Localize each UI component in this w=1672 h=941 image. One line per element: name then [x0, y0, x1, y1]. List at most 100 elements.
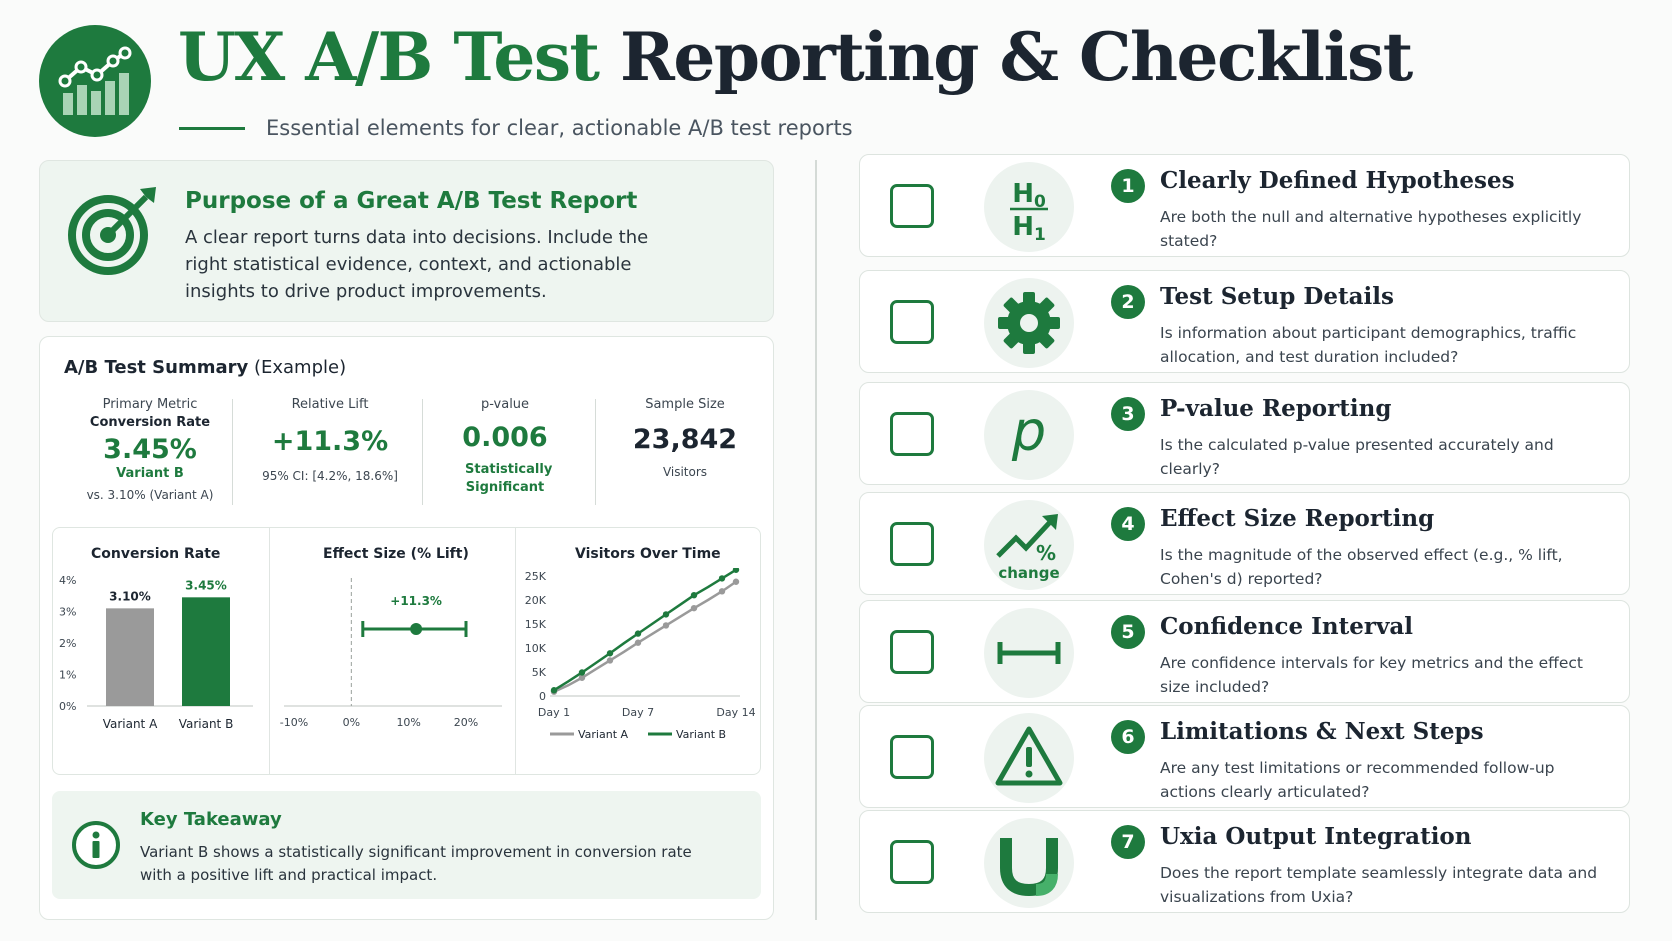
y-tick-label: 3% [59, 606, 76, 619]
y-tick-label: 10K [525, 642, 547, 655]
y-tick-label: 1% [59, 669, 76, 682]
checklist-item-setup: 2 Test Setup Details Is information abou… [859, 270, 1630, 373]
metric-value: 3.45% [103, 434, 197, 465]
purpose-card: Purpose of a Great A/B Test Report A cle… [39, 160, 774, 322]
trend-up-icon: % change [984, 500, 1074, 590]
visitors-over-time-chart: 0 5K 10K 15K 20K 25K Day 1 Day 7 Day 14 Variant A… [525, 568, 756, 741]
bar-data-label: 3.45% [185, 578, 227, 592]
hypothesis-icon: H0 H1 [984, 162, 1074, 252]
metric-pvalue: p-value 0.006 Statistically Significant [430, 397, 580, 497]
checkbox[interactable] [890, 840, 934, 884]
conversion-rate-chart: 0% 1% 2% 3% 4% 3.10% Variant A 3.45% Variant B [59, 574, 253, 731]
metric-note: 95% CI: [4.2%, 18.6%] [262, 469, 398, 483]
legend-label: Variant B [676, 728, 726, 741]
checklist-item-effect-size: % change 4 Effect Size Reporting Is the … [859, 492, 1630, 595]
checklist-item-limitations: 6 Limitations & Next Steps Are any test … [859, 705, 1630, 808]
takeaway-text: Variant B shows a statistically signific… [140, 843, 692, 884]
page-title: UX A/B Test Reporting & Checklist [178, 18, 1413, 96]
step-number: 6 [1111, 720, 1145, 754]
x-tick-label: 20% [454, 716, 478, 729]
metric-note: vs. 3.10% (Variant A) [86, 488, 214, 502]
item-description: Does the report template seamlessly inte… [1160, 864, 1598, 906]
bar [106, 608, 154, 706]
page-title-green: UX A/B Test [178, 18, 600, 96]
checkbox[interactable] [890, 630, 934, 674]
series-point [634, 630, 642, 637]
x-tick-label: Day 7 [622, 706, 654, 719]
key-takeaway-box: Key Takeaway Variant B shows a statistic… [52, 791, 761, 899]
step-number: 7 [1111, 825, 1145, 859]
page-title-dark: Reporting & Checklist [619, 18, 1413, 96]
charts-panel: Conversion Rate 0% 1% 2% 3% 4% 3.10% Variant A… [52, 527, 761, 775]
chart-divider [515, 528, 516, 774]
series-point [606, 657, 614, 664]
warning-icon [984, 713, 1074, 803]
takeaway-title: Key Takeaway [140, 809, 282, 830]
chart-title-visitors: Visitors Over Time [575, 546, 721, 562]
series-point [732, 578, 740, 585]
y-tick-label: 15K [525, 618, 547, 631]
x-tick-label: Day 1 [538, 706, 570, 719]
item-description: Are both the null and alternative hypoth… [1160, 208, 1582, 250]
checkbox[interactable] [890, 735, 934, 779]
effect-data-label: +11.3% [390, 594, 442, 608]
x-tick-label: 10% [396, 716, 420, 729]
step-number: 4 [1111, 507, 1145, 541]
item-description: Are confidence intervals for key metrics… [1160, 654, 1583, 696]
effect-point [410, 623, 423, 635]
interval-icon [984, 608, 1074, 698]
item-title: Limitations & Next Steps [1160, 718, 1484, 745]
step-number: 5 [1111, 615, 1145, 649]
gear-icon [984, 278, 1074, 368]
metric-divider [422, 399, 423, 505]
step-number: 1 [1111, 169, 1145, 203]
header-logo [39, 25, 151, 137]
x-tick-label: Variant A [103, 717, 158, 731]
checklist-item-confidence-interval: 5 Confidence Interval Are confidence int… [859, 600, 1630, 703]
metric-lift: Relative Lift +11.3% 95% CI: [4.2%, 18.6… [245, 397, 415, 483]
series-point [662, 611, 670, 618]
series-point [690, 604, 698, 612]
chart-title-conversion: Conversion Rate [91, 546, 221, 562]
trend-icon-label: change [998, 564, 1059, 582]
info-icon [72, 821, 120, 869]
step-number: 3 [1111, 397, 1145, 431]
checklist-item-hypotheses: H0 H1 1 Clearly Defined Hypotheses Are b… [859, 154, 1630, 257]
y-tick-label: 25K [525, 570, 547, 583]
item-description: Is information about participant demogra… [1160, 324, 1577, 366]
metric-value: +11.3% [271, 426, 389, 457]
item-description: Are any test limitations or recommended … [1160, 759, 1555, 801]
x-tick-label: Variant B [179, 717, 234, 731]
series-point [550, 687, 558, 694]
metric-sub: Statistically Significant [465, 462, 553, 495]
summary-title-main: A/B Test Summary [64, 357, 249, 378]
svg-text:%: % [1036, 541, 1056, 565]
x-tick-label: -10% [280, 716, 308, 729]
effect-size-chart: +11.3% -10% 0% 10% 20% [280, 578, 502, 729]
series-point [662, 622, 670, 629]
item-title: Uxia Output Integration [1160, 823, 1472, 850]
item-title: Clearly Defined Hypotheses [1160, 167, 1515, 194]
checklist-item-uxia: 7 Uxia Output Integration Does the repor… [859, 810, 1630, 913]
y-tick-label: 2% [59, 637, 76, 650]
svg-text:H1: H1 [1012, 212, 1046, 245]
p-value-icon: p [984, 390, 1074, 480]
checkbox[interactable] [890, 300, 934, 344]
summary-title: A/B Test Summary (Example) [64, 357, 346, 378]
step-number: 2 [1111, 285, 1145, 319]
series-point [634, 639, 642, 646]
metric-sub: Variant B [116, 466, 184, 481]
bar-data-label: 3.10% [109, 589, 151, 603]
purpose-text: A clear report turns data into decisions… [185, 227, 649, 302]
metric-label: p-value [480, 397, 530, 412]
metric-value: 23,842 [632, 424, 738, 455]
y-tick-label: 0% [59, 700, 76, 713]
series-point [690, 592, 698, 599]
chart-divider [269, 528, 270, 774]
checkbox[interactable] [890, 412, 934, 456]
y-tick-label: 4% [59, 574, 76, 587]
x-tick-label: 0% [343, 716, 360, 729]
checkbox[interactable] [890, 522, 934, 566]
svg-text:H0: H0 [1012, 179, 1046, 212]
checkbox[interactable] [890, 184, 934, 228]
